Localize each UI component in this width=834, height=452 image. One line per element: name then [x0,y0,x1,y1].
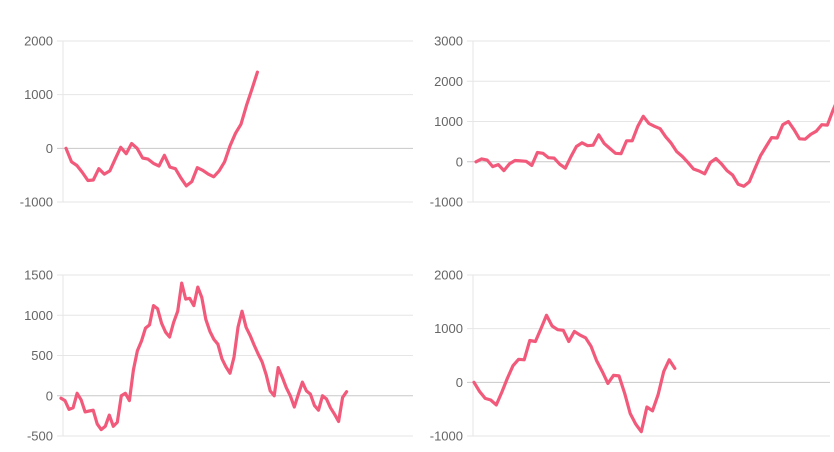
y-tick-label: 500 [31,348,53,363]
chart-1: 2000 1000 0 -1000 [20,34,413,210]
y-tick-label: 3000 [434,34,463,49]
y-tick-label: -1000 [430,429,463,444]
y-tick-label: 1000 [434,321,463,336]
chart-3: 1500 1000 500 0 -500 [24,268,413,444]
chart-2: 3000 2000 1000 0 -1000 [430,34,834,210]
y-tick-label: 0 [46,388,53,403]
series-line [59,281,349,432]
y-tick-label: 0 [456,375,463,390]
chart-4: 2000 1000 0 -1000 [430,268,830,444]
y-tick-label: 0 [46,141,53,156]
y-tick-label: 0 [456,154,463,169]
y-tick-label: -500 [27,429,53,444]
y-tick-label: 1000 [24,308,53,323]
y-tick-label: 2000 [24,34,53,49]
series-line [472,313,677,434]
series-line [64,70,259,188]
y-tick-label: -1000 [430,195,463,210]
y-tick-label: 1000 [24,87,53,102]
y-tick-label: 1500 [24,268,53,283]
series-line [474,103,834,188]
y-tick-label: 1000 [434,114,463,129]
y-tick-label: -1000 [20,195,53,210]
y-tick-label: 2000 [434,268,463,283]
y-tick-label: 2000 [434,74,463,89]
